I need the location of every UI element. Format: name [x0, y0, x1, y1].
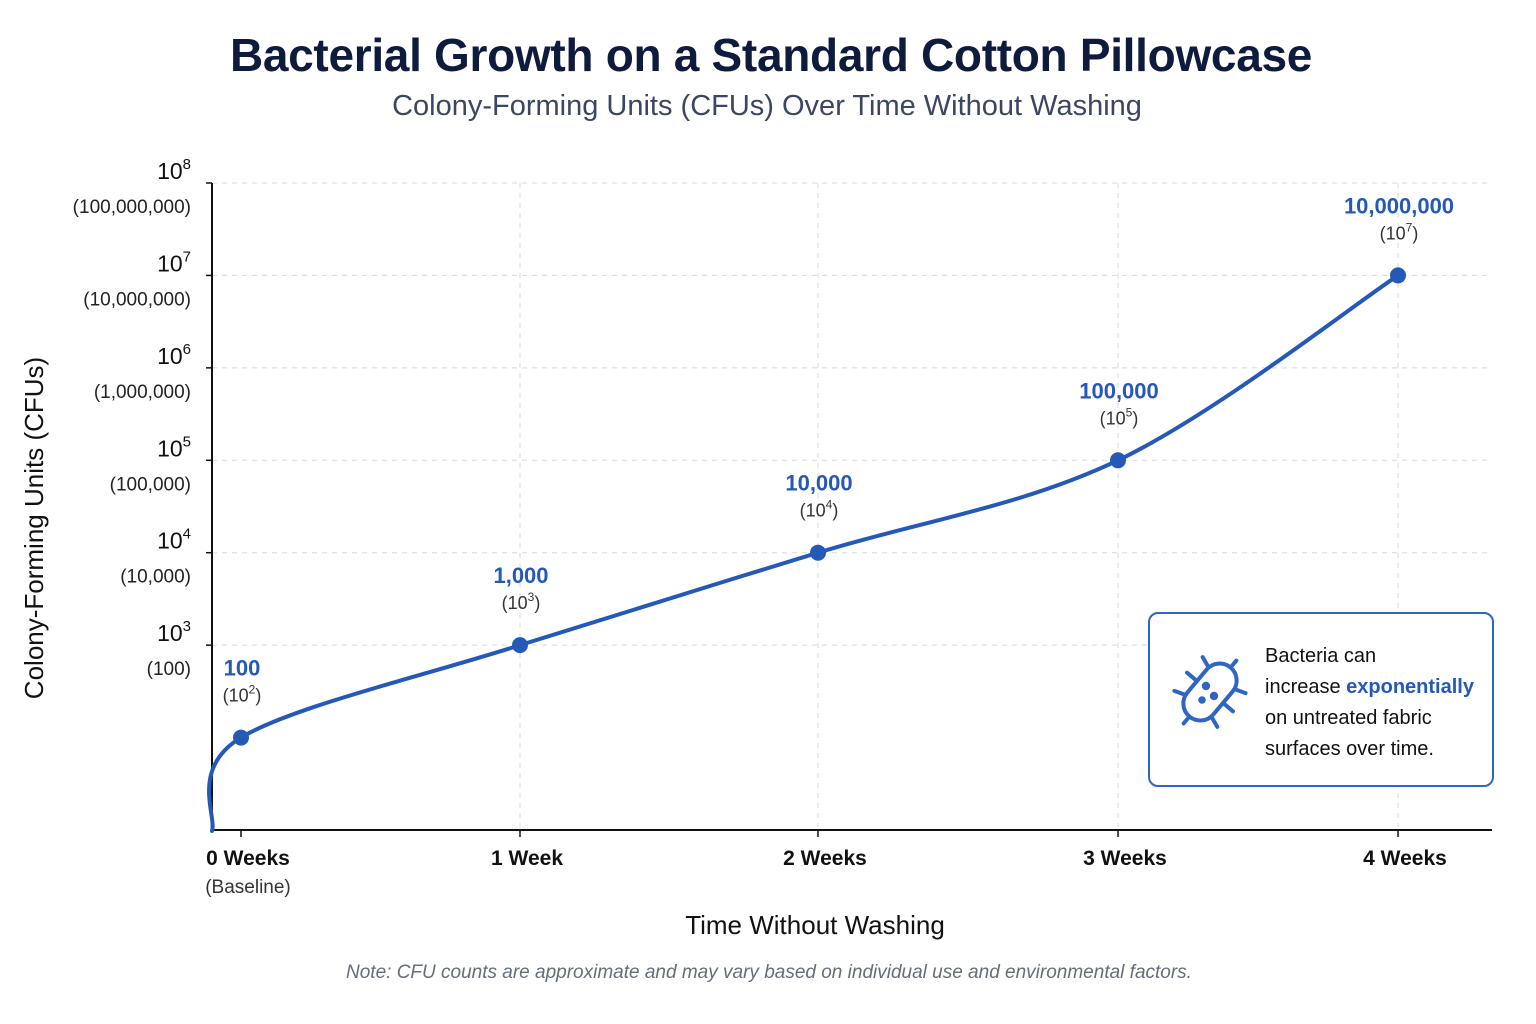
- y-tick-exponent: 5: [183, 433, 191, 450]
- data-label: 100: [224, 656, 261, 681]
- y-tick-exponent: 7: [183, 248, 191, 265]
- y-tick-sublabel: (100): [147, 659, 191, 680]
- y-tick-label: 104: [157, 526, 191, 554]
- data-point: [810, 544, 826, 561]
- y-tick-label: 107: [157, 248, 191, 276]
- y-tick-sublabel: (10,000,000): [83, 289, 191, 310]
- callout-text: Bacteria can increase exponentially on u…: [1265, 641, 1493, 765]
- data-point: [233, 729, 249, 746]
- data-label: 1,000: [493, 563, 548, 588]
- data-label-exponent: (107): [1380, 220, 1419, 243]
- footnote: Note: CFU counts are approximate and may…: [346, 962, 1192, 983]
- bacteria-icon: [1172, 655, 1248, 729]
- data-label-exponent: (105): [1100, 405, 1139, 428]
- callout-line-2: increase exponentially: [1265, 672, 1493, 703]
- y-tick-sublabel: (10,000): [120, 567, 191, 588]
- y-axis-title: Colony-Forming Units (CFUs): [19, 357, 49, 699]
- y-tick-label: 108: [157, 156, 191, 184]
- y-tick-label: 103: [157, 618, 191, 646]
- data-label-exponent: (102): [223, 683, 262, 706]
- data-point: [1110, 452, 1126, 469]
- x-tick-label: 4 Weeks: [1363, 847, 1447, 870]
- x-tick-label: 3 Weeks: [1083, 847, 1167, 870]
- callout-line-2-prefix: increase: [1265, 676, 1347, 698]
- callout-emphasis: exponentially: [1346, 676, 1474, 698]
- data-label-exponent: (104): [800, 498, 839, 521]
- y-tick-label: 105: [157, 433, 191, 461]
- series-line: [207, 273, 1400, 833]
- callout-line-4: surfaces over time.: [1265, 738, 1434, 760]
- y-tick-exponent: 8: [183, 156, 191, 173]
- x-tick-sublabel: (Baseline): [205, 877, 291, 898]
- y-tick-exponent: 6: [183, 341, 191, 358]
- callout-line-3: on untreated fabric: [1265, 707, 1432, 729]
- info-callout: Bacteria can increase exponentially on u…: [1148, 612, 1494, 787]
- x-tick-label: 0 Weeks: [206, 847, 290, 870]
- chart-title: Bacterial Growth on a Standard Cotton Pi…: [229, 29, 1313, 81]
- data-point: [512, 637, 528, 654]
- x-tick-label: 2 Weeks: [783, 847, 867, 870]
- y-tick-label: 106: [157, 341, 191, 369]
- callout-line-1: Bacteria can: [1265, 645, 1377, 667]
- data-point: [1390, 267, 1406, 284]
- data-label: 10,000,000: [1344, 193, 1454, 218]
- data-label: 100,000: [1079, 378, 1159, 403]
- chart-subtitle: Colony-Forming Units (CFUs) Over Time Wi…: [392, 90, 1142, 122]
- data-label: 10,000: [785, 471, 852, 496]
- data-label-exponent: (103): [502, 590, 541, 613]
- y-tick-sublabel: (100,000,000): [73, 197, 191, 218]
- y-tick-sublabel: (1,000,000): [94, 382, 191, 403]
- y-tick-exponent: 3: [183, 618, 191, 635]
- x-axis-title: Time Without Washing: [685, 910, 945, 940]
- y-tick-exponent: 4: [183, 526, 191, 543]
- x-tick-label: 1 Week: [491, 847, 563, 870]
- y-tick-sublabel: (100,000): [110, 474, 191, 495]
